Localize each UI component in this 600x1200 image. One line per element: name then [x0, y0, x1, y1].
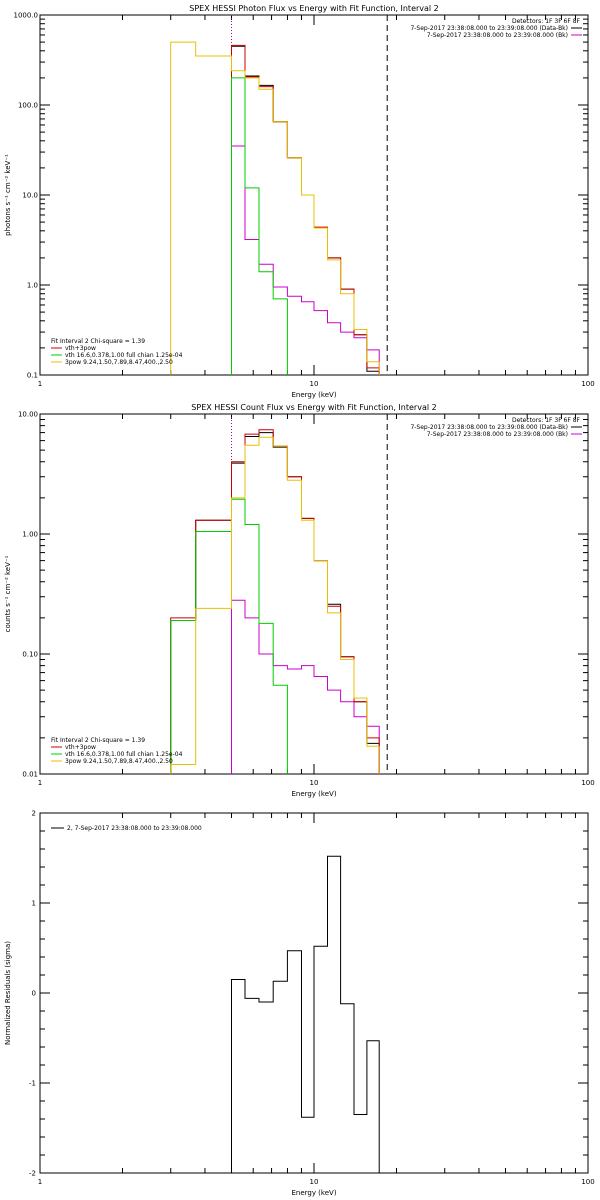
y-tick-label: 2	[32, 810, 36, 818]
x-axis-label: Energy (keV)	[291, 391, 336, 399]
y-tick-label: 1	[32, 900, 36, 908]
x-tick-label: 100	[581, 1178, 594, 1186]
legend-entry: vth 16.6,0.378,1.00 full chian 1.25e-04	[65, 751, 183, 758]
y-tick-label: 0	[32, 990, 36, 998]
y-tick-label: 10.00	[18, 411, 38, 419]
count-flux-panel: 1 10 100 0.01 0.10 1.00 10.00 SPEX HESSI Count …	[4, 403, 595, 798]
spectrum-series-3	[231, 77, 288, 375]
x-axis-label: Energy (keV)	[291, 790, 336, 798]
spectrum-series-2	[231, 44, 380, 375]
y-tick-label: 1000.0	[14, 12, 39, 20]
y-tick-label: 0.1	[27, 372, 38, 380]
spectrum-series-0	[170, 432, 380, 774]
y-tick-label: 0.10	[22, 651, 38, 659]
chart-title: SPEX HESSI Count Flux vs Energy with Fit…	[191, 403, 436, 412]
y-tick-label: 100.0	[18, 102, 38, 110]
legend-entry: 7-Sep-2017 23:38:08.000 to 23:39:08.000 …	[427, 431, 568, 438]
fit-interval-label: Fit Interval 2 Chi-square = 1.39	[51, 338, 145, 345]
x-tick-label: 1	[38, 779, 42, 787]
x-tick-label: 100	[581, 380, 594, 388]
spectrum-series-4	[170, 41, 380, 375]
x-tick-label: 10	[310, 1178, 319, 1186]
legend-entry: 3pow 9.24,1.50,7.89,8.47,400.,2.50	[65, 758, 173, 765]
y-axis-label: counts s⁻¹ cm⁻² keV⁻¹	[4, 555, 12, 632]
x-tick-label: 1	[38, 380, 42, 388]
y-tick-label: -1	[29, 1080, 36, 1088]
spectrum-series-2	[170, 429, 380, 774]
x-tick-label: 10	[310, 779, 319, 787]
legend-entry: vth+3pow	[65, 744, 96, 751]
detectors-label: Detectors: 1F 3F 6F 8F	[512, 18, 581, 25]
plot-frame	[39, 413, 589, 775]
spectrum-series-1	[231, 145, 380, 375]
spectrum-series-0	[231, 45, 380, 375]
detectors-label: Detectors: 1F 3F 6F 8F	[512, 417, 581, 424]
legend-entry: vth 16.6,0.378,1.00 full chian 1.25e-04	[65, 352, 183, 359]
x-axis-label: Energy (keV)	[291, 1189, 336, 1197]
legend-entry: vth+3pow	[65, 345, 96, 352]
y-tick-label: 10.0	[22, 192, 38, 200]
y-tick-label: 1.00	[22, 531, 38, 539]
y-tick-label: -2	[29, 1170, 36, 1178]
legend-entry: 7-Sep-2017 23:38:08.000 to 23:39:08.000 …	[410, 424, 568, 431]
spectrum-series-1	[231, 599, 380, 774]
spectrum-series-3	[170, 498, 288, 774]
residuals-series	[231, 855, 391, 1174]
x-tick-label: 1	[38, 1178, 42, 1186]
legend-entry: 3pow 9.24,1.50,7.89,8.47,400.,2.50	[65, 359, 173, 366]
y-tick-label: 1.0	[27, 282, 38, 290]
x-tick-label: 100	[581, 779, 594, 787]
legend-entry: 2, 7-Sep-2017 23:38:08.000 to 23:39:08.0…	[67, 825, 202, 832]
residuals-panel: 1 10 100 -2 -1 0 1 2 Energy (keV) Normalized Resi…	[4, 810, 595, 1198]
fit-interval-label: Fit Interval 2 Chi-square = 1.39	[51, 737, 145, 744]
photon-flux-panel: 1 10 100 0.1 1.0 10.0 100.0 1000.0 SPEX HESSI Ph…	[4, 4, 595, 399]
chart-title: SPEX HESSI Photon Flux vs Energy with Fi…	[189, 4, 439, 13]
spectrum-series-4	[170, 436, 380, 774]
y-tick-label: 0.01	[22, 771, 38, 779]
legend-entry: 7-Sep-2017 23:38:08.000 to 23:39:08.000 …	[410, 25, 568, 32]
y-axis-label: Normalized Residuals (sigma)	[4, 941, 12, 1045]
x-tick-label: 10	[310, 380, 319, 388]
y-axis-label: photons s⁻¹ cm⁻² keV⁻¹	[4, 154, 12, 236]
legend-entry: 7-Sep-2017 23:38:08.000 to 23:39:08.000 …	[427, 32, 568, 39]
